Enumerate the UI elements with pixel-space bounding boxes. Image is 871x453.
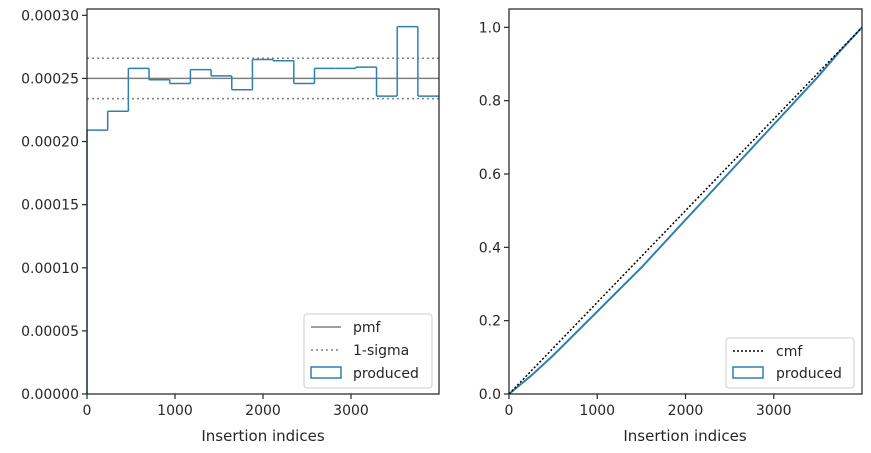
right-x-tick-label: 3000 (756, 403, 792, 419)
cmf-line (508, 26, 863, 395)
left-chart-panel: 0 1000 2000 3000 0.00000 0.00005 0.00010 0.0001… (21, 8, 440, 445)
left-x-tick-label: 1000 (157, 403, 193, 419)
legend-produced-swatch (310, 366, 342, 379)
right-y-tick-label: 0.6 (479, 167, 501, 183)
produced-cumulative-line (508, 26, 863, 395)
legend-1-sigma-label: 1-sigma (353, 343, 409, 359)
right-y-tick-label: 0.4 (479, 240, 501, 256)
right-cumulative-marks (508, 26, 863, 395)
left-y-tick-label: 0.00020 (21, 135, 79, 151)
left-legend-box (303, 313, 433, 389)
left-x-tick-label: 3000 (333, 403, 369, 419)
left-y-tick-label: 0.00015 (21, 198, 79, 214)
left-histogram-marks (86, 25, 439, 394)
left-y-tick-label: 0.00000 (21, 387, 79, 403)
legend-produced-label: produced (353, 366, 419, 382)
right-y-tick-label: 1.0 (479, 20, 501, 36)
legend-pmf-label: pmf (353, 320, 382, 336)
legend-cmf-label: cmf (776, 344, 803, 360)
left-x-tick-label: 2000 (245, 403, 281, 419)
legend-produced-label: produced (776, 366, 842, 382)
right-x-axis-label: Insertion indices (623, 427, 746, 445)
left-axis-ticks: 0 1000 2000 3000 0.00000 0.00005 0.00010 0.0001… (21, 8, 369, 419)
left-legend: pmf 1-sigma produced (303, 313, 433, 389)
left-x-axis-label: Insertion indices (201, 427, 324, 445)
right-chart-panel: 0 1000 2000 3000 0.0 0.2 0.4 0.6 0.8 1.0 Insertio… (479, 8, 863, 445)
legend-produced-swatch (732, 366, 764, 379)
right-plot-frame (508, 8, 863, 395)
right-legend: cmf produced (725, 337, 855, 389)
right-y-tick-label: 0.0 (479, 387, 501, 403)
left-y-tick-label: 0.00010 (21, 261, 79, 277)
right-x-tick-label: 0 (505, 403, 514, 419)
left-y-tick-label: 0.00030 (21, 8, 79, 24)
left-y-tick-label: 0.00005 (21, 324, 79, 340)
left-y-tick-label: 0.00025 (21, 71, 79, 87)
left-x-tick-label: 0 (83, 403, 92, 419)
right-axis-ticks: 0 1000 2000 3000 0.0 0.2 0.4 0.6 0.8 1.0 (479, 20, 792, 419)
right-y-tick-label: 0.8 (479, 94, 501, 110)
right-x-tick-label: 1000 (579, 403, 615, 419)
right-y-tick-label: 0.2 (479, 314, 501, 330)
right-x-tick-label: 2000 (668, 403, 704, 419)
